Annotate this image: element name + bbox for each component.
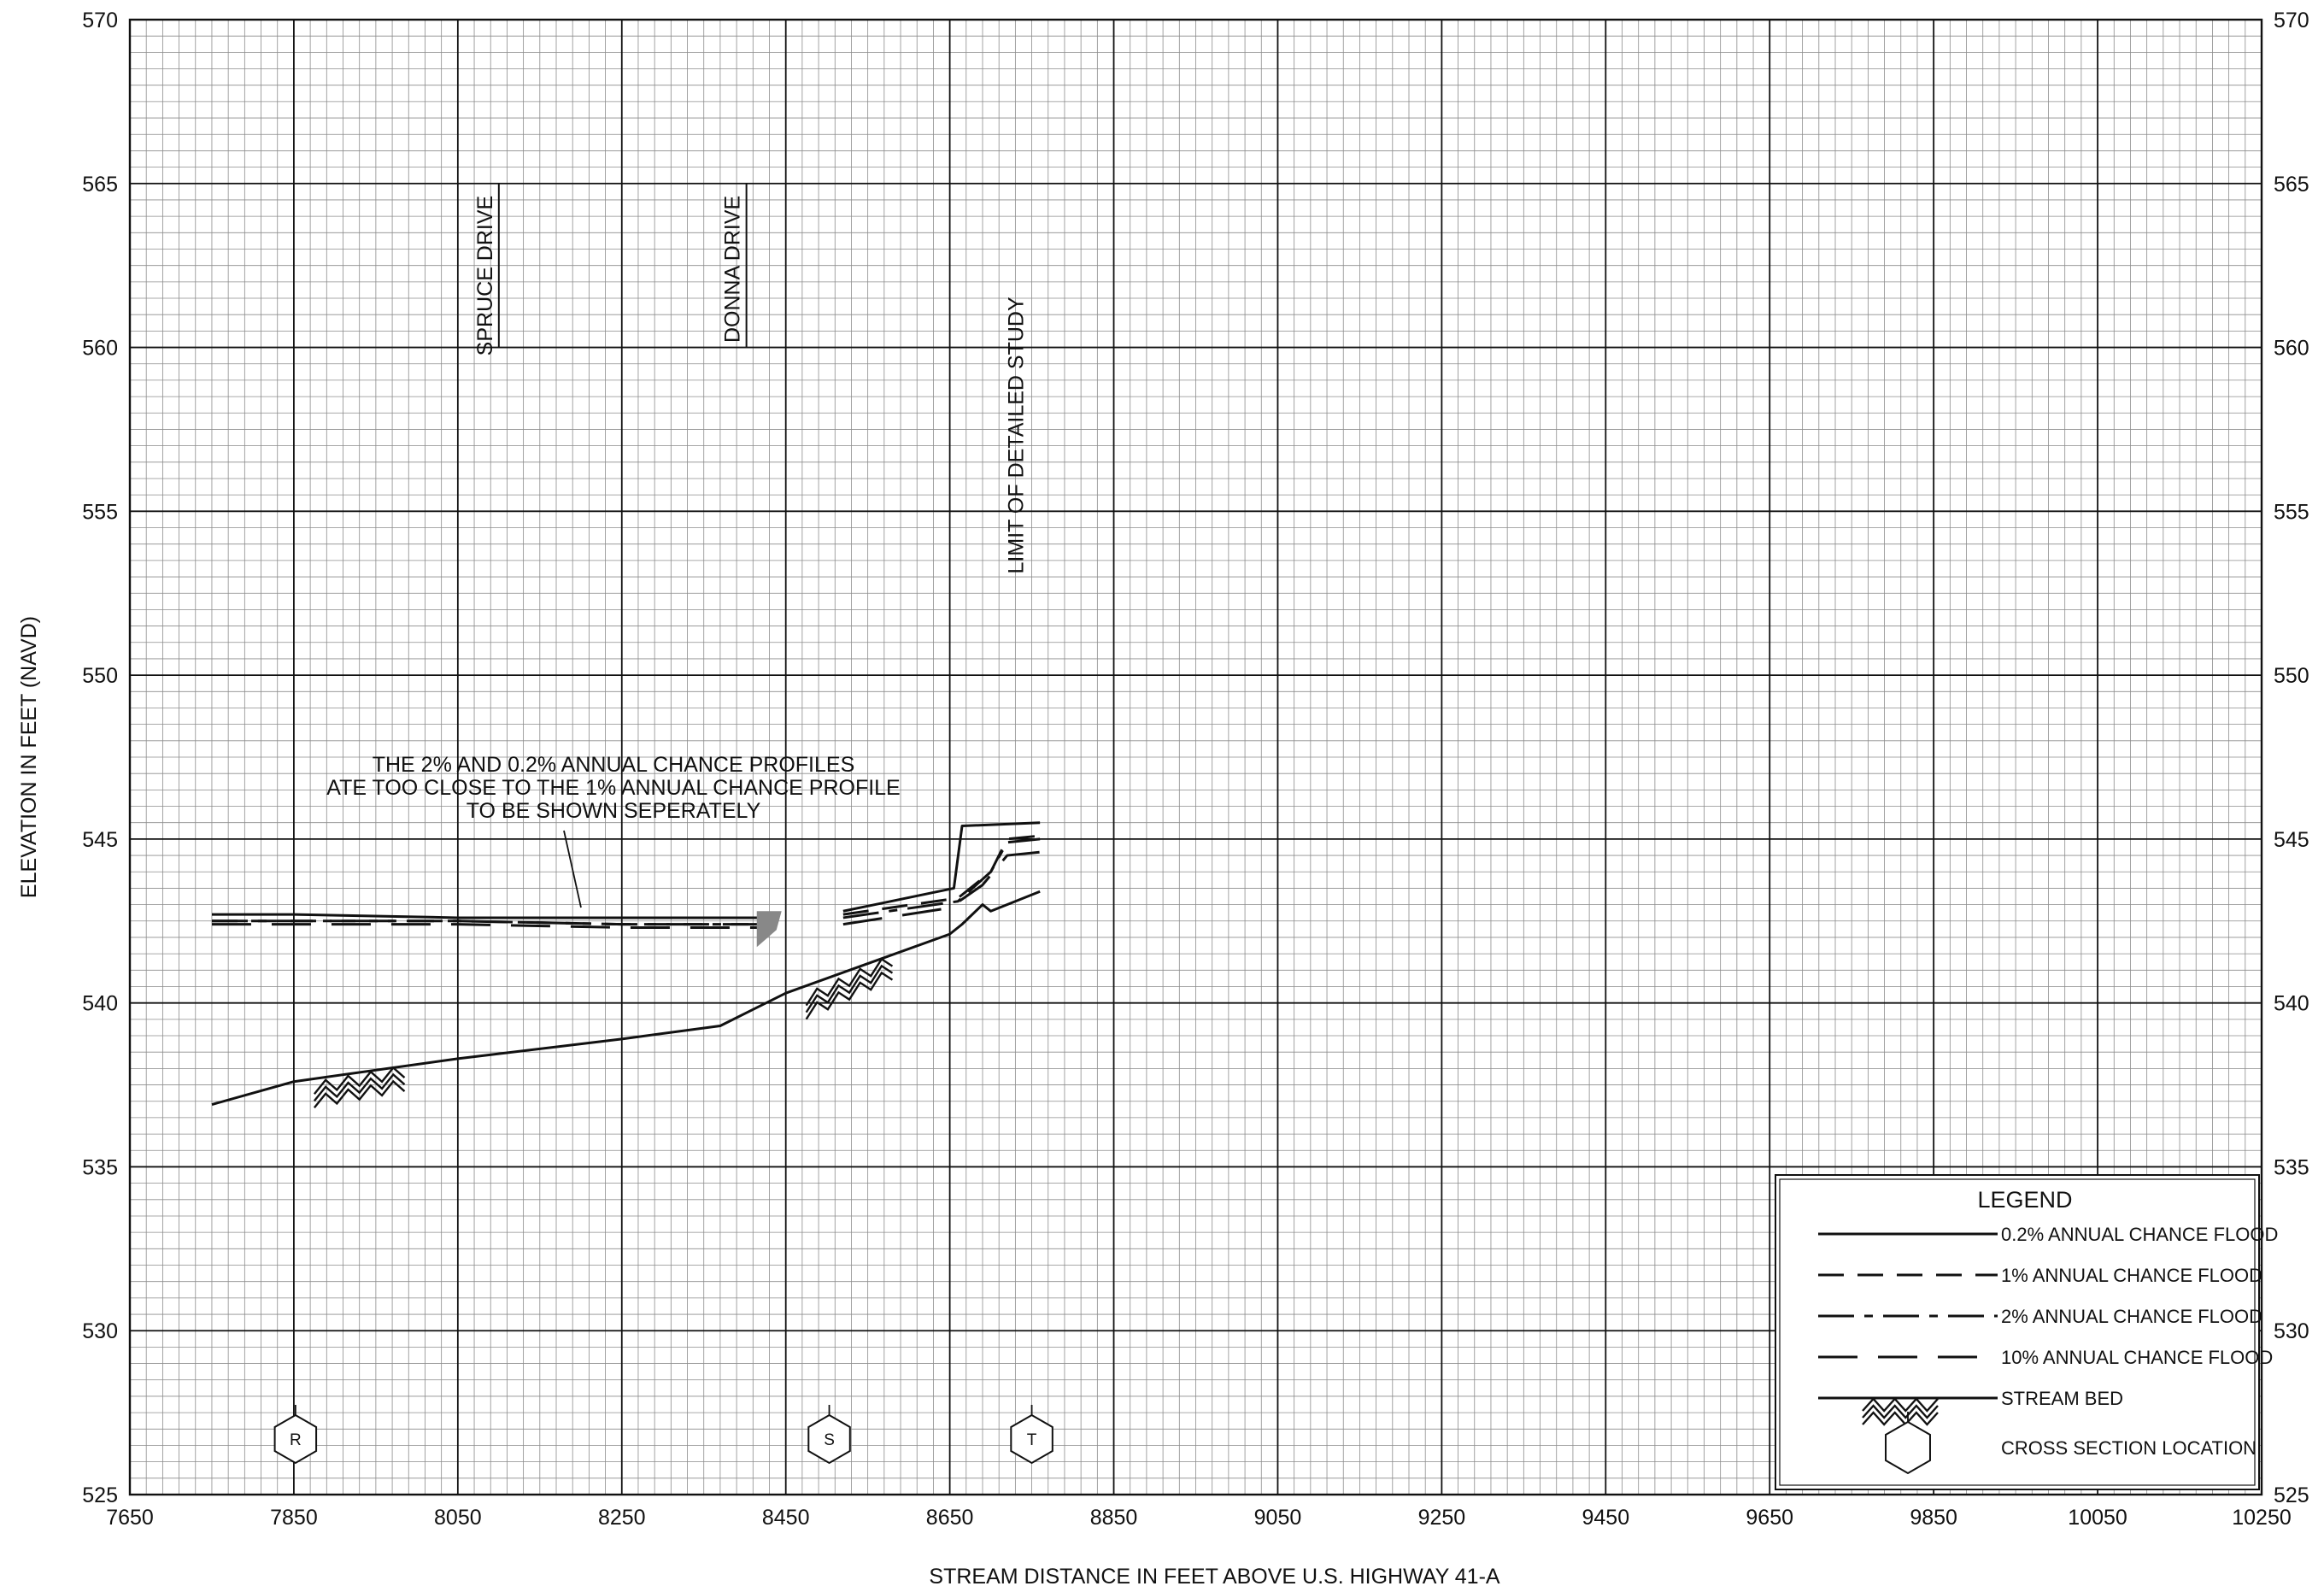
y-tick-label-right: 550 xyxy=(2274,664,2309,688)
profile-note-line: THE 2% AND 0.2% ANNUAL CHANCE PROFILES xyxy=(373,753,855,777)
x-tick-label: 10050 xyxy=(2068,1506,2127,1530)
y-axis-title: ELEVATION IN FEET (NAVD) xyxy=(17,616,41,898)
y-tick-label-right: 545 xyxy=(2274,828,2309,852)
y-tick-label-left: 525 xyxy=(82,1483,118,1507)
cross-section-label: R xyxy=(290,1431,302,1449)
x-tick-label: 8250 xyxy=(598,1506,646,1530)
legend-label: CROSS SECTION LOCATION xyxy=(2001,1437,2257,1459)
limit-of-study-label: LIMIT OF DETAILED STUDY xyxy=(1004,297,1028,573)
profile-note-line: ATE TOO CLOSE TO THE 1% ANNUAL CHANCE PR… xyxy=(326,776,900,800)
x-tick-label: 9250 xyxy=(1418,1506,1466,1530)
road-label: SPRUCE DRIVE xyxy=(473,196,497,356)
legend-label: 1% ANNUAL CHANCE FLOOD xyxy=(2001,1265,2262,1286)
x-tick-label: 9850 xyxy=(1910,1506,1957,1530)
y-tick-label-right: 540 xyxy=(2274,992,2309,1016)
x-tick-label: 8850 xyxy=(1090,1506,1138,1530)
road-label: DONNA DRIVE xyxy=(721,196,745,343)
profile-note-line: TO BE SHOWN SEPERATELY xyxy=(467,799,761,823)
y-tick-label-right: 560 xyxy=(2274,337,2309,361)
y-tick-label-right: 535 xyxy=(2274,1155,2309,1179)
annotation-layer: SPRUCE DRIVE DONNA DRIVE LIMIT OF DETAILED… xyxy=(275,184,1053,1463)
legend-label: STREAM BED xyxy=(2001,1388,2123,1409)
legend: LEGEND 0.2% ANNUAL CHANCE FLOOD 1% ANNUAL… xyxy=(1775,1175,2278,1489)
x-tick-label: 9050 xyxy=(1254,1506,1302,1530)
x-tick-label: 8050 xyxy=(434,1506,482,1530)
cross-section-label: S xyxy=(824,1431,835,1449)
x-tick-label: 7850 xyxy=(270,1506,318,1530)
x-tick-label: 7650 xyxy=(106,1506,154,1530)
legend-label: 0.2% ANNUAL CHANCE FLOOD xyxy=(2001,1224,2278,1245)
x-tick-label: 9650 xyxy=(1746,1506,1793,1530)
y-tick-label-left: 535 xyxy=(82,1155,118,1179)
legend-label: 10% ANNUAL CHANCE FLOOD xyxy=(2001,1347,2273,1368)
y-tick-label-left: 565 xyxy=(82,173,118,197)
x-axis-title: STREAM DISTANCE IN FEET ABOVE U.S. HIGHW… xyxy=(929,1565,1500,1589)
cross-section-label: T xyxy=(1027,1431,1037,1449)
y-tick-label-right: 570 xyxy=(2274,9,2309,32)
x-tick-label: 9450 xyxy=(1582,1506,1629,1530)
y-tick-label-right: 555 xyxy=(2274,500,2309,524)
y-tick-label-left: 545 xyxy=(82,828,118,852)
y-tick-label-left: 555 xyxy=(82,500,118,524)
y-tick-label-right: 525 xyxy=(2274,1483,2309,1507)
y-tick-label-left: 530 xyxy=(82,1319,118,1343)
y-tick-label-left: 540 xyxy=(82,992,118,1016)
y-tick-label-left: 550 xyxy=(82,664,118,688)
x-tick-label: 10250 xyxy=(2232,1506,2292,1530)
y-tick-label-left: 570 xyxy=(82,9,118,32)
y-tick-label-right: 565 xyxy=(2274,173,2309,197)
series-layer xyxy=(212,823,1040,1105)
legend-label: 2% ANNUAL CHANCE FLOOD xyxy=(2001,1306,2262,1327)
x-tick-label: 8450 xyxy=(762,1506,810,1530)
x-tick-label: 8650 xyxy=(926,1506,974,1530)
series-0-line xyxy=(843,823,1040,912)
y-tick-label-right: 530 xyxy=(2274,1319,2309,1343)
y-tick-label-left: 560 xyxy=(82,337,118,361)
legend-title: LEGEND xyxy=(1977,1187,2072,1213)
